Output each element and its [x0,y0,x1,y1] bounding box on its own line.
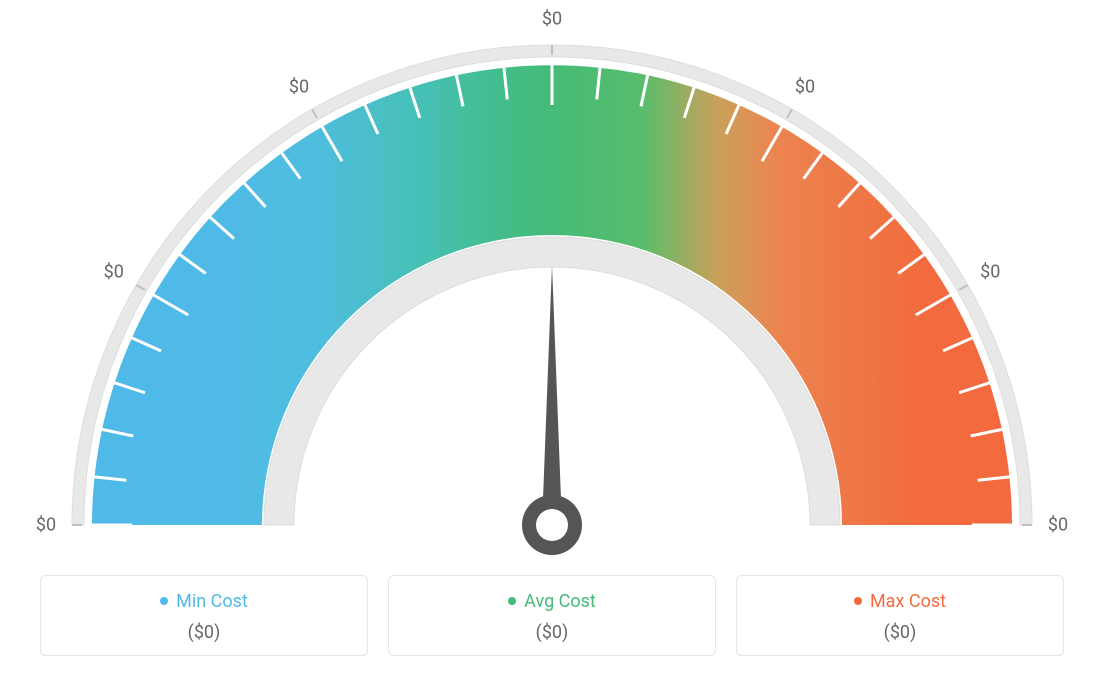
legend-value: ($0) [747,622,1053,643]
legend-value: ($0) [51,622,357,643]
legend-row: Min Cost ($0) Avg Cost ($0) Max Cost ($0… [40,575,1064,656]
legend-dot-icon [160,597,168,605]
gauge-tick-label: $0 [36,515,56,536]
gauge-area: $0 $0 $0 $0 $0 $0 $0 [0,0,1104,560]
gauge-needle-hub-hole [536,509,568,541]
gauge-tick-label: $0 [542,9,562,30]
legend-label: Min Cost [176,591,248,612]
legend-label: Max Cost [870,591,946,612]
legend-title-avg: Avg Cost [508,591,596,612]
gauge-tick-label: $0 [795,76,815,97]
gauge-svg [0,0,1104,560]
legend-card-min: Min Cost ($0) [40,575,368,656]
legend-title-min: Min Cost [160,591,248,612]
legend-dot-icon [854,597,862,605]
legend-title-max: Max Cost [854,591,946,612]
gauge-needle [542,265,562,525]
legend-dot-icon [508,597,516,605]
legend-card-max: Max Cost ($0) [736,575,1064,656]
legend-value: ($0) [399,622,705,643]
legend-label: Avg Cost [524,591,596,612]
gauge-tick-label: $0 [104,262,124,283]
gauge-tick-label: $0 [1048,515,1068,536]
legend-card-avg: Avg Cost ($0) [388,575,716,656]
gauge-tick-label: $0 [289,76,309,97]
gauge-tick-label: $0 [980,262,1000,283]
cost-gauge-widget: $0 $0 $0 $0 $0 $0 $0 Min Cost ($0) Avg Cost ($… [0,0,1104,690]
